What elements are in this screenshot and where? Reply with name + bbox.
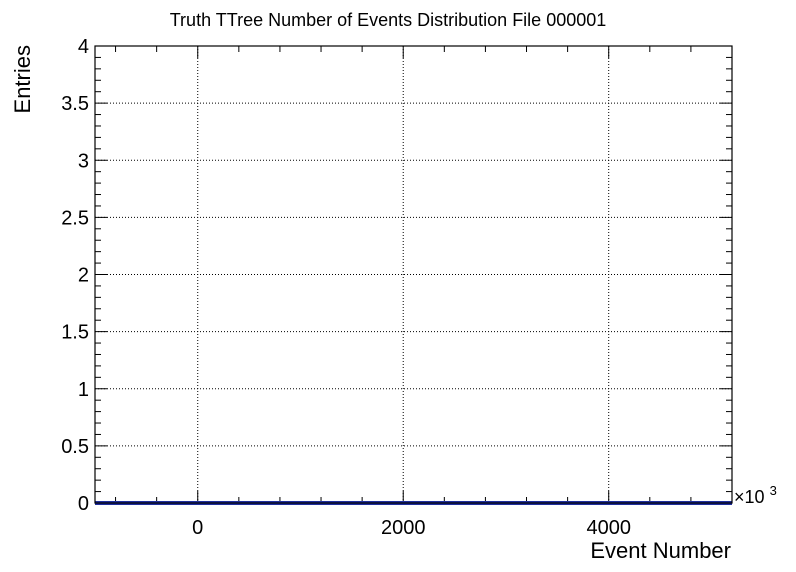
y-tick-label: 0.5 [61,436,89,458]
y-tick-label: 2.5 [61,207,89,229]
chart-title: Truth TTree Number of Events Distributio… [170,10,607,30]
y-tick-label: 1.5 [61,322,89,344]
x-axis-multiplier-exponent: 3 [770,483,777,498]
y-tick-label: 1 [78,379,89,401]
tick-labels: 0 0.5 1 1.5 2 2.5 3 3.5 4 0 2000 4000 [61,36,631,539]
y-tick-label: 3 [78,150,89,172]
y-tick-label: 3.5 [61,93,89,115]
x-axis-multiplier: ×10 3 [734,483,777,507]
x-axis-multiplier-base: ×10 [734,487,765,507]
x-axis-label: Event Number [590,538,731,563]
x-tick-label: 2000 [381,517,426,539]
plot-frame [94,45,733,504]
plot-border [94,45,733,504]
y-axis-label: Entries [10,45,35,113]
grid-lines [95,46,732,503]
x-tick-label: 4000 [586,517,631,539]
y-tick-label: 0 [78,493,89,515]
y-tick-label: 4 [78,36,89,58]
x-tick-label: 0 [192,517,203,539]
y-tick-label: 2 [78,265,89,287]
